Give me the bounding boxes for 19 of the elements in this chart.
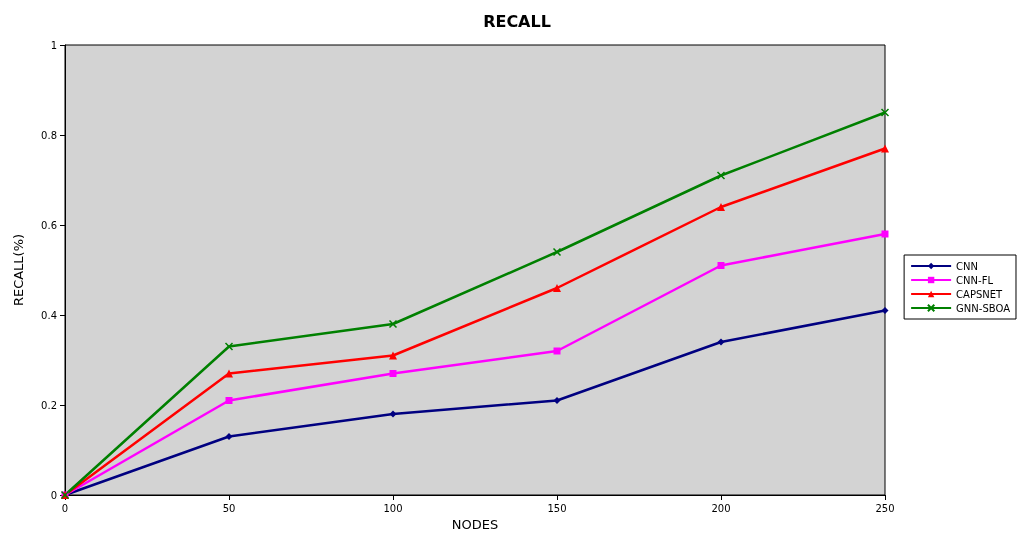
legend-label: CNN-FL xyxy=(956,274,994,286)
x-tick-label: 50 xyxy=(222,502,236,514)
legend-label: CAPSNET xyxy=(956,288,1004,300)
x-axis-title: NODES xyxy=(451,516,499,532)
x-tick-label: 100 xyxy=(383,502,403,514)
y-tick-label: 1 xyxy=(50,39,57,51)
legend-label: CNN xyxy=(956,260,979,272)
x-tick-label: 200 xyxy=(711,502,731,514)
y-tick-label: 0.4 xyxy=(41,309,57,321)
chart-title: RECALL xyxy=(483,11,551,31)
y-tick-label: 0.2 xyxy=(41,399,57,411)
x-tick-label: 150 xyxy=(547,502,567,514)
y-tick-label: 0.6 xyxy=(41,219,57,231)
x-tick-label: 0 xyxy=(61,502,69,514)
y-axis-title: RECALL(%) xyxy=(11,233,26,307)
x-tick-label: 250 xyxy=(875,502,895,514)
y-tick-label: 0.8 xyxy=(41,129,57,141)
legend-label: GNN-SBOA xyxy=(956,302,1011,314)
y-tick-label: 0 xyxy=(50,489,57,501)
